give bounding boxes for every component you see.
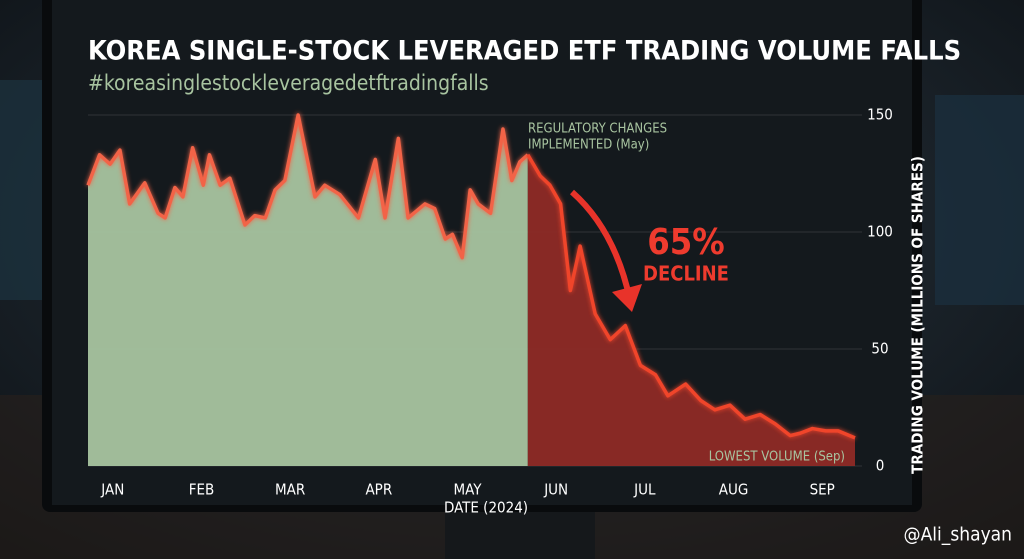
area [88,115,528,466]
annotation: LOWEST VOLUME (Sep) [709,450,845,465]
plot-area: 0 50 100 150 JAN FEB MAR APR MAY JUN JUL AUG SEP [86,106,893,499]
annotation: IMPLEMENTED (May) [528,138,649,153]
x-tick-label: SEP [810,481,835,499]
background-screen [0,80,48,300]
y-tick-label: 100 [867,223,893,241]
x-tick-label: MAY [454,481,483,499]
annotation: 65% [647,222,725,263]
y-axis-label: TRADING VOLUME (MILLIONS OF SHARES) [909,156,927,474]
x-tick-label: JUL [633,481,656,499]
watermark: @Ali_shayan [904,524,1012,546]
arrow-head [612,284,642,312]
area [527,154,855,466]
x-tick-label: APR [365,481,392,499]
chart-subtitle: #koreasinglestockleveragedetftradingfall… [88,71,489,95]
x-tick-label: FEB [189,481,215,499]
x-tick-label: MAR [275,481,305,499]
x-tick-label: AUG [719,481,749,499]
y-tick-label: 50 [871,340,888,358]
line [526,153,856,440]
y-tick-label: 0 [876,457,885,475]
annotation: REGULATORY CHANGES [528,122,667,137]
y-tick-label: 150 [867,106,893,124]
x-axis-label: DATE (2024) [444,499,528,517]
chart-title: KOREA SINGLE-STOCK LEVERAGED ETF TRADING… [88,36,961,67]
background-screen [935,95,1024,305]
x-tick-label: JAN [100,481,124,499]
arrow [570,189,633,301]
line [86,113,529,260]
x-tick-label: JUN [543,481,568,499]
annotation: DECLINE [643,262,729,286]
